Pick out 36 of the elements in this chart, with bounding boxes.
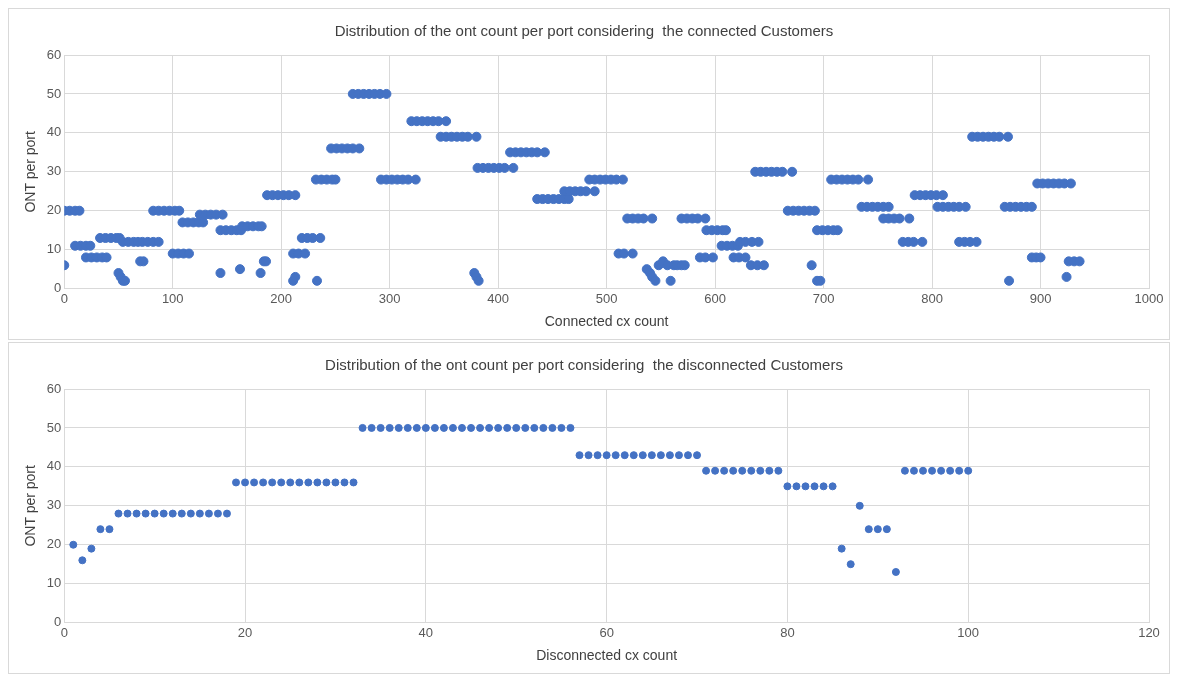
x-tick-label: 900 (1029, 290, 1052, 306)
y-tick-label: 0 (54, 614, 62, 630)
x-axis-title: Connected cx count (544, 313, 669, 330)
x-tick-label: 20 (237, 624, 253, 640)
x-tick-label: 300 (378, 290, 401, 306)
y-tick-label: 50 (46, 85, 62, 101)
chart-title: Distribution of the ont count per port considering the disconnected Customers (325, 356, 843, 374)
y-tick-label: 20 (46, 536, 62, 552)
y-tick-label: 40 (46, 124, 62, 140)
y-axis-title: ONT per port (22, 464, 39, 547)
y-tick-label: 40 (46, 458, 62, 474)
x-axis-title: Disconnected cx count (536, 647, 678, 664)
x-tick-label: 80 (780, 624, 795, 640)
y-tick-label: 60 (46, 46, 62, 62)
y-tick-label: 0 (54, 280, 62, 296)
y-tick-label: 10 (46, 241, 62, 257)
x-tick-label: 500 (595, 290, 618, 306)
y-tick-label: 30 (46, 163, 62, 179)
y-tick-label: 60 (46, 380, 62, 396)
x-tick-label: 60 (599, 624, 614, 640)
y-tick-label: 30 (46, 497, 62, 513)
chart-title: Distribution of the ont count per port considering the connected Customers (334, 22, 834, 40)
y-axis-title: ONT per port (22, 130, 39, 213)
x-tick-label: 700 (812, 290, 835, 306)
y-tick-label: 50 (46, 419, 62, 435)
x-tick-label: 800 (921, 290, 943, 306)
x-tick-label: 100 (161, 290, 184, 306)
y-tick-label: 20 (46, 202, 62, 218)
x-tick-label: 100 (957, 624, 980, 640)
x-tick-label: 600 (704, 290, 726, 306)
x-tick-label: 1000 (1134, 290, 1164, 306)
x-tick-label: 40 (418, 624, 434, 640)
y-tick-label: 10 (46, 575, 62, 591)
x-tick-label: 400 (487, 290, 510, 306)
x-tick-label: 200 (270, 290, 293, 306)
x-tick-label: 120 (1138, 624, 1160, 640)
